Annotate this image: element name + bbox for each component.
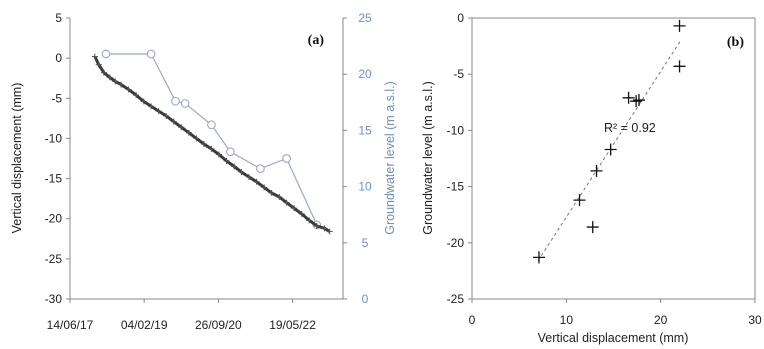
scatter-point (630, 95, 643, 108)
trendline (537, 39, 682, 262)
vertical-displacement-point (148, 103, 155, 110)
panel-a-y2-tick-label: 0 (362, 292, 369, 306)
groundwater-level-point (256, 164, 265, 173)
vertical-displacement-point (125, 86, 132, 93)
vertical-displacement-point (321, 225, 328, 232)
scatter-point (622, 91, 635, 104)
scatter-point (532, 251, 545, 264)
scatter-point (673, 19, 686, 32)
panel-a: -30 -25 -20 -15 -10 -5 0 5 0 5 10 15 20 25 14/06/17 0… (10, 11, 397, 332)
panel-a-tag: (a) (308, 33, 325, 48)
panel-a-y2-axis-label: Groundwater level (m a.s.l.) (383, 81, 397, 235)
scatter-point (673, 60, 686, 73)
panel-b-tag: (b) (727, 35, 744, 50)
vertical-displacement-point (185, 129, 192, 136)
groundwater-level-point (180, 99, 190, 108)
vertical-displacement-point (118, 81, 125, 88)
vertical-displacement-point (261, 184, 268, 191)
vertical-displacement-point (313, 222, 320, 229)
scatter-point (573, 194, 586, 207)
vertical-displacement-point (231, 163, 238, 170)
vertical-displacement-point (306, 217, 313, 224)
panel-b-y-tick-label: -25 (447, 292, 465, 306)
vertical-displacement-point (178, 124, 185, 131)
panel-b-y-tick-label: -10 (447, 123, 465, 137)
vertical-displacement-point (298, 210, 305, 217)
vertical-displacement-point (215, 151, 222, 158)
panel-a-y-tick-label: 5 (55, 11, 62, 25)
vertical-displacement-point (91, 53, 98, 60)
panel-a-x-tick-label: 14/06/17 (47, 318, 94, 332)
vertical-displacement-point (95, 61, 102, 68)
panel-a-y-tick-label: -30 (45, 292, 63, 306)
vertical-displacement-point (326, 228, 333, 235)
scatter-point (632, 94, 645, 107)
panel-a-x-tick-label: 19/05/22 (269, 318, 316, 332)
vertical-displacement-point (200, 141, 207, 148)
vertical-displacement-point (283, 199, 290, 206)
scatter-point (586, 221, 599, 234)
groundwater-level-point (207, 120, 216, 130)
panel-a-y2-tick-label: 5 (362, 236, 369, 250)
panel-a-y-tick-label: -15 (45, 172, 63, 186)
scatter-point (590, 164, 603, 177)
vertical-displacement-point (276, 194, 283, 201)
vertical-displacement-point (112, 78, 119, 85)
panel-b-y-tick-label: -15 (447, 180, 465, 194)
panel-a-x-tick-label: 26/09/20 (195, 318, 242, 332)
panel-a-y2-tick-label: 20 (358, 67, 372, 81)
vertical-displacement-point (155, 108, 162, 115)
vertical-displacement-line (93, 55, 331, 233)
vertical-displacement-point (291, 205, 298, 212)
groundwater-level-point (226, 147, 235, 157)
vertical-displacement-point (140, 98, 147, 105)
panel-a-y-tick-label: -10 (45, 131, 63, 145)
panel-b-y-tick-label: -5 (453, 67, 464, 81)
vertical-displacement-point (100, 69, 107, 76)
panel-b-y-tick-label: 0 (457, 11, 464, 25)
vertical-displacement-point (223, 157, 230, 164)
groundwater-level-line (106, 53, 318, 226)
vertical-displacement-point (246, 173, 253, 180)
panel-a-y-axis-label: Vertical displacement (mm) (10, 83, 24, 234)
panel-a-y-tick-label: -5 (51, 91, 62, 105)
panel-b-y-axis-label: Groundwater level (m a.s.l.) (421, 81, 435, 235)
panel-a-y-tick-label: -25 (45, 252, 63, 266)
panel-b-x-tick-label: 30 (748, 313, 762, 327)
panel-b-x-tick-label: 10 (560, 313, 574, 327)
vertical-displacement-point (253, 178, 260, 185)
vertical-displacement-point (268, 190, 275, 197)
vertical-displacement-point (163, 112, 170, 119)
vertical-displacement-point (133, 92, 140, 99)
groundwater-level-point (171, 96, 180, 106)
groundwater-level-point (282, 154, 291, 163)
panel-a-y-tick-label: 0 (55, 51, 62, 65)
panel-a-y-tick-label: -20 (45, 212, 63, 226)
panel-a-y2-tick-label: 15 (358, 123, 372, 137)
panel-b: -25 -20 -15 -10 -5 0 0 10 20 30 Groundwater leve… (421, 11, 762, 345)
panel-a-y2-tick-label: 10 (358, 180, 372, 194)
groundwater-level-point (146, 49, 156, 59)
vertical-displacement-point (238, 169, 245, 176)
panel-b-y-tick-label: -20 (447, 236, 465, 250)
vertical-displacement-point (170, 118, 177, 125)
panel-b-x-axis-label: Vertical displacement (mm) (538, 331, 689, 345)
panel-b-x-tick-label: 20 (654, 313, 668, 327)
panel-b-x-tick-label: 0 (469, 313, 476, 327)
r-squared-annotation: R² = 0.92 (604, 121, 656, 135)
vertical-displacement-point (106, 74, 113, 81)
vertical-displacement-point (193, 135, 200, 142)
vertical-displacement-point (208, 145, 215, 152)
scatter-point (604, 143, 617, 156)
panel-a-x-tick-label: 04/02/19 (121, 318, 168, 332)
panel-a-y2-tick-label: 25 (358, 11, 372, 25)
groundwater-level-point (101, 49, 111, 59)
